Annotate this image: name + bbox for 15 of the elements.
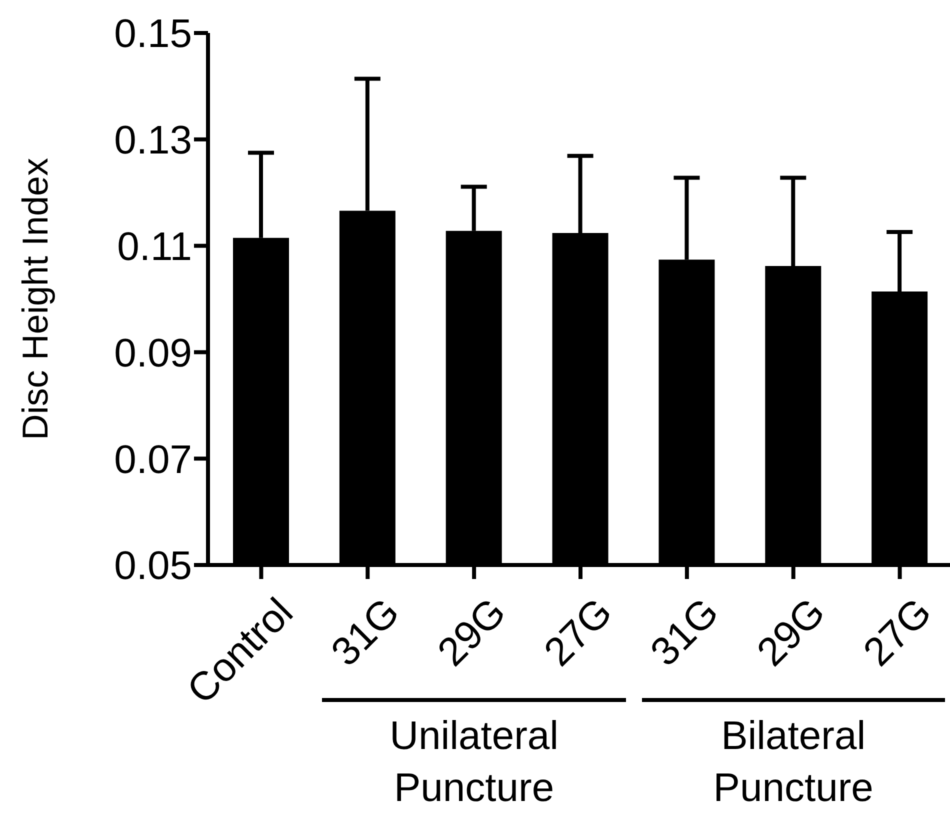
y-axis-title: Disc Height Index [14, 158, 56, 440]
y-tick-label: 0.07 [114, 438, 192, 482]
x-tick-label: 31G [642, 590, 728, 675]
y-tick-label: 0.15 [114, 12, 192, 56]
y-tick-label: 0.05 [114, 544, 192, 588]
x-tick-label: 27G [855, 590, 940, 675]
y-tick-label: 0.13 [114, 118, 192, 163]
text: Unilateral Puncture [388, 713, 560, 812]
x-tick-label: 31G [323, 590, 408, 675]
y-tick-label: 0.09 [114, 331, 192, 376]
x-tick-label: 29G [430, 590, 514, 675]
x-tick-label: 29G [748, 590, 834, 675]
text: Bilateral Puncture [712, 713, 874, 812]
y-tick-label: 0.11 [117, 225, 192, 269]
x-tick-label: 27G [536, 590, 621, 675]
